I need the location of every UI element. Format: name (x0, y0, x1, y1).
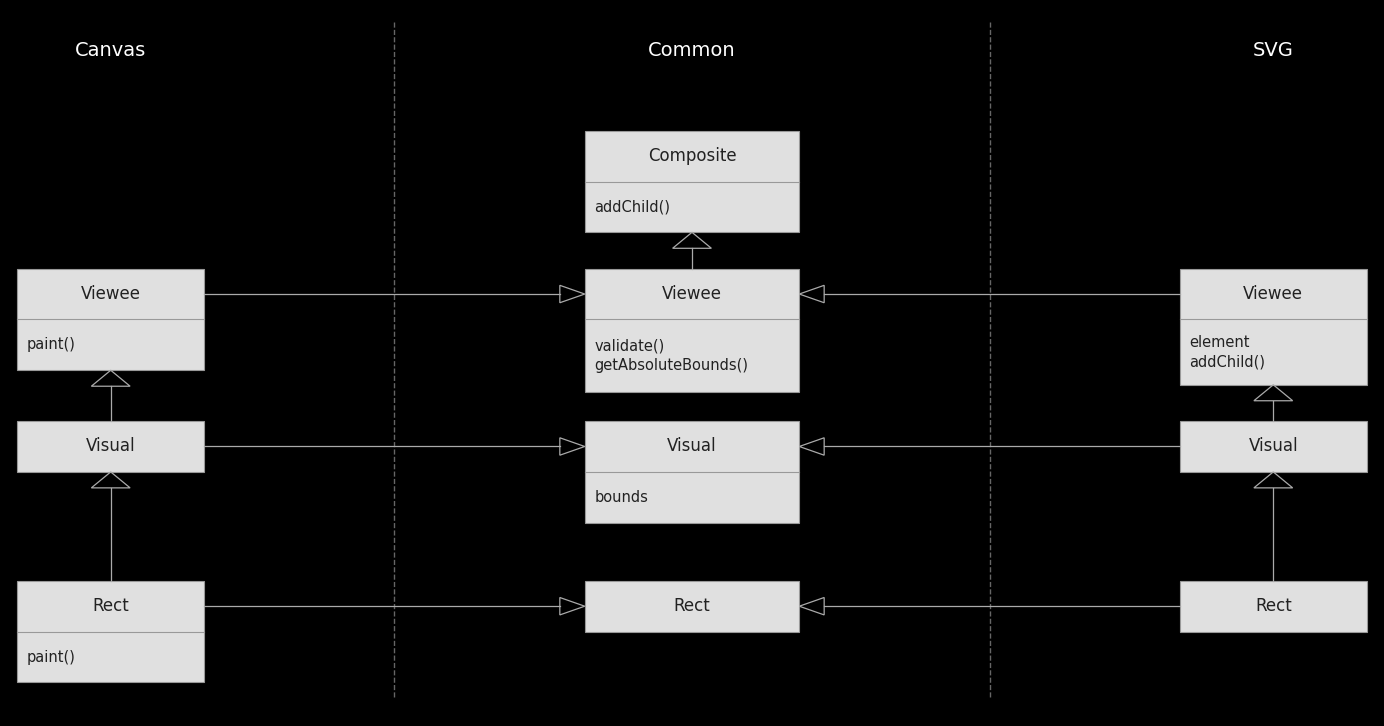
Text: validate()
getAbsoluteBounds(): validate() getAbsoluteBounds() (595, 338, 749, 373)
Text: Rect: Rect (93, 597, 129, 615)
FancyBboxPatch shape (584, 581, 800, 632)
Text: Common: Common (648, 41, 736, 60)
Text: Viewee: Viewee (1243, 285, 1304, 303)
FancyBboxPatch shape (1179, 421, 1366, 472)
FancyBboxPatch shape (584, 131, 800, 232)
Text: Visual: Visual (667, 438, 717, 455)
Text: Visual: Visual (86, 438, 136, 455)
FancyBboxPatch shape (17, 269, 205, 370)
FancyBboxPatch shape (584, 269, 800, 392)
Text: Viewee: Viewee (662, 285, 722, 303)
Text: paint(): paint() (26, 338, 76, 352)
Text: Rect: Rect (674, 597, 710, 615)
FancyBboxPatch shape (1179, 581, 1366, 632)
Text: Viewee: Viewee (80, 285, 141, 303)
Text: element
addChild(): element addChild() (1189, 335, 1265, 370)
Text: bounds: bounds (595, 490, 648, 505)
Text: paint(): paint() (26, 650, 76, 664)
Text: Rect: Rect (1255, 597, 1291, 615)
Text: Visual: Visual (1248, 438, 1298, 455)
FancyBboxPatch shape (17, 581, 205, 682)
FancyBboxPatch shape (584, 421, 800, 523)
FancyBboxPatch shape (17, 421, 205, 472)
FancyBboxPatch shape (1179, 269, 1366, 385)
Text: SVG: SVG (1253, 41, 1294, 60)
Text: addChild(): addChild() (595, 200, 670, 214)
Text: Composite: Composite (648, 147, 736, 165)
Text: Canvas: Canvas (75, 41, 147, 60)
